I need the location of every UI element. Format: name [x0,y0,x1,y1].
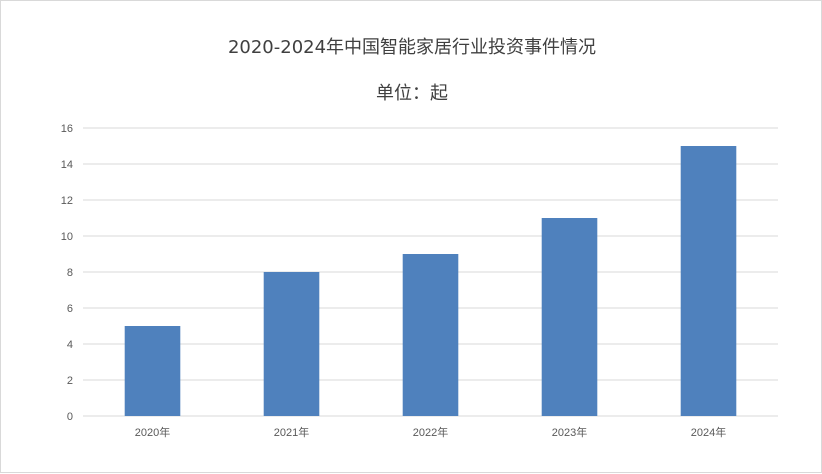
y-tick-label: 10 [61,231,73,243]
y-tick-label: 12 [61,195,73,207]
x-tick-label: 2020年 [135,425,170,439]
x-axis-tick-labels: 2020年 2021年 2022年 2023年 2024年 [135,425,726,439]
bar [541,218,598,416]
chart-title: 2020-2024年中国智能家居行业投资事件情况 [227,37,597,58]
y-axis-tick-labels: 0 2 4 6 8 10 12 14 16 [61,123,73,423]
y-tick-label: 6 [67,303,73,315]
bar [124,326,181,416]
y-tick-label: 8 [67,267,73,279]
bar [680,146,737,416]
y-tick-label: 4 [67,339,73,351]
y-tick-label: 14 [61,159,73,171]
gridlines [83,127,778,417]
y-tick-label: 2 [67,375,73,387]
x-tick-label: 2024年 [691,425,726,439]
x-tick-label: 2021年 [274,425,309,439]
bars [124,146,737,416]
x-tick-label: 2023年 [552,425,587,439]
y-tick-label: 16 [61,123,73,135]
x-tick-label: 2022年 [413,425,448,439]
bar [402,254,459,416]
chart-subtitle: 单位：起 [376,83,448,104]
bar [263,272,320,416]
y-tick-label: 0 [67,411,73,423]
